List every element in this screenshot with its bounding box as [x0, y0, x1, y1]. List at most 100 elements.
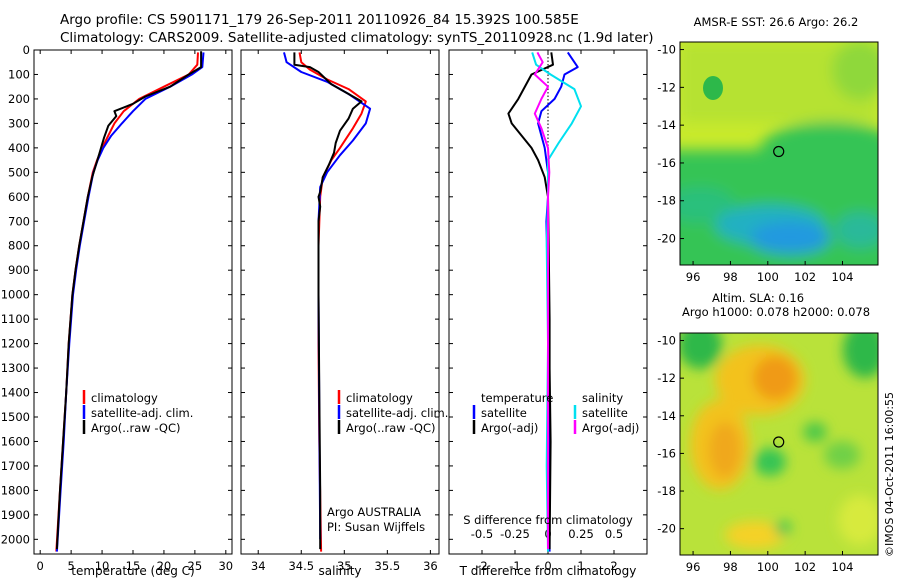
sla-field-low-nw	[680, 333, 722, 369]
x-tick-label: 25	[188, 559, 203, 573]
map-y-tick-label: -20	[657, 232, 676, 246]
map-y-tick-label: -18	[657, 194, 676, 208]
sla-field-low-east	[803, 422, 827, 442]
sst-map-panel: AMSR-E SST: 26.6 Argo: 26.2 96 98 100 102 10…	[657, 15, 879, 284]
salinity-difference-axis-label: S difference from climatology	[463, 513, 633, 527]
legend-s-argo-label: Argo(-adj)	[582, 421, 639, 435]
x-tick-label: 36	[423, 559, 438, 573]
temperature-panel: 0100200300400500600700800900100011001200…	[1, 43, 233, 578]
sla-field-high-2-core	[709, 422, 741, 478]
sla-field-high-3	[725, 521, 785, 549]
y-tick-label: 400	[8, 141, 30, 155]
legend-s-satellite-label: satellite	[582, 406, 628, 420]
sla-argo-location-marker	[773, 436, 785, 448]
y-tick-label: 1900	[1, 508, 30, 522]
y-tick-label: 800	[8, 239, 30, 253]
sst-argo-location-marker	[773, 145, 785, 158]
sla-heatmap	[680, 333, 878, 555]
x-tick-label: 2	[610, 559, 617, 573]
map-y-tick-label: -10	[657, 43, 676, 57]
x-tick-label: -1	[509, 559, 520, 573]
sst-field-southeast	[760, 122, 878, 178]
series-line-s-argo-adj-	[533, 51, 551, 550]
x-tick-label: 35	[337, 559, 352, 573]
sst-field-cool-3	[835, 212, 878, 248]
y-tick-label: 1500	[1, 410, 30, 424]
sla-field-se	[838, 495, 878, 545]
figure-title-line1: Argo profile: CS 5901171_179 26-Sep-2011…	[60, 12, 579, 28]
sla-field-low-ne	[843, 333, 878, 378]
sst-field-ne-warm	[832, 42, 878, 100]
y-tick-label: 1700	[1, 459, 30, 473]
s-difference-tick-label: -0.5	[471, 527, 493, 541]
map-y-tick-label: -14	[657, 409, 676, 423]
sla-field-high-1-core	[753, 356, 797, 400]
x-tick-label: 0	[544, 559, 551, 573]
map-x-tick-label: 100	[757, 560, 779, 574]
y-tick-label: 500	[8, 165, 30, 179]
y-tick-label: 600	[8, 190, 30, 204]
x-tick-label: 1	[577, 559, 584, 573]
y-tick-label: 1100	[1, 312, 30, 326]
map-x-tick-label: 96	[686, 270, 701, 284]
map-x-tick-label: 104	[832, 270, 854, 284]
series-line-argo-raw-qc-	[293, 52, 363, 550]
temperature-difference-xlabel: T difference from climatology	[459, 564, 637, 578]
y-tick-label: 1400	[1, 386, 30, 400]
y-tick-label: 1200	[1, 337, 30, 351]
sla-map-frame	[679, 332, 879, 556]
legend-t-argo-label: Argo(-adj)	[481, 421, 538, 435]
map-x-tick-label: 96	[686, 560, 701, 574]
imos-credit: ©IMOS 04-Oct-2011 16:00:55	[883, 392, 896, 557]
legend-satellite-label: satellite-adj. clim.	[346, 406, 448, 420]
salinity-xlabel: salinity	[318, 564, 361, 578]
s-difference-tick-label: -0.25	[500, 527, 530, 541]
map-y-tick-label: -16	[657, 446, 676, 460]
x-tick-label: 10	[95, 559, 110, 573]
map-x-tick-label: 100	[757, 270, 779, 284]
legend-argo-label: Argo(..raw -QC)	[346, 421, 436, 435]
legend-argo-label: Argo(..raw -QC)	[91, 421, 181, 435]
sst-field-sw-cool	[680, 187, 735, 223]
y-tick-label: 700	[8, 214, 30, 228]
s-difference-tick-label: 0.5	[605, 527, 623, 541]
x-tick-label: 34.5	[288, 559, 314, 573]
sst-map-title: AMSR-E SST: 26.6 Argo: 26.2	[694, 15, 859, 29]
temperature-legend: climatology satellite-adj. clim. Argo(..…	[82, 390, 193, 435]
salinity-legend: climatology satellite-adj. clim. Argo(..…	[337, 390, 448, 435]
map-y-tick-label: -16	[657, 156, 676, 170]
x-tick-label: 15	[126, 559, 141, 573]
map-x-tick-label: 98	[723, 270, 738, 284]
sla-map-panel: Altim. SLA: 0.16 Argo h1000: 0.078 h2000…	[657, 291, 879, 574]
y-tick-label: 1000	[1, 288, 30, 302]
x-tick-label: 30	[218, 559, 233, 573]
map-y-tick-label: -20	[657, 522, 676, 536]
series-line-argo-raw-qc-	[55, 51, 203, 550]
sla-map-subtitle: Argo h1000: 0.078 h2000: 0.078	[682, 305, 870, 319]
figure-title-line2: Climatology: CARS2009. Satellite-adjuste…	[60, 30, 653, 46]
y-tick-label: 1600	[1, 434, 30, 448]
sst-field-island-patch	[703, 76, 723, 100]
legend-salinity-title: salinity	[582, 391, 623, 405]
s-difference-tick-label: 0.25	[568, 527, 594, 541]
map-x-tick-label: 102	[794, 560, 816, 574]
x-tick-label: -2	[476, 559, 487, 573]
y-tick-label: 200	[8, 92, 30, 106]
difference-legend: temperature satellite Argo(-adj) salinit…	[472, 391, 639, 435]
x-tick-label: 34	[251, 559, 266, 573]
y-tick-label: 100	[8, 67, 30, 81]
series-line-t-argo-adj-	[507, 52, 554, 550]
y-tick-label: 900	[8, 263, 30, 277]
legend-climatology-label: climatology	[346, 391, 413, 405]
y-tick-label: 0	[23, 43, 30, 57]
float-pi-annotation: PI: Susan Wijffels	[327, 520, 425, 534]
temperature-plot-frame	[33, 49, 233, 555]
map-y-tick-label: -10	[657, 334, 676, 348]
salinity-plot-frame	[240, 49, 440, 555]
sst-heatmap	[680, 42, 878, 265]
map-x-tick-label: 104	[832, 560, 854, 574]
x-tick-label: 5	[67, 559, 74, 573]
sla-field-low-center	[754, 448, 786, 476]
legend-t-satellite-label: satellite	[481, 406, 527, 420]
